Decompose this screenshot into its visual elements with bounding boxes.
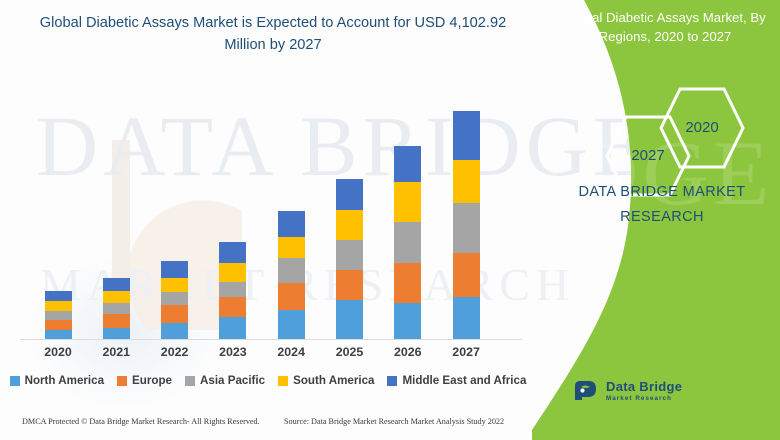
bar-2024[interactable]: [277, 211, 305, 339]
legend-item-north-america[interactable]: North America: [9, 374, 105, 387]
bar-segment-south-america[interactable]: [102, 291, 130, 303]
bar-segment-middle-east-and-africa[interactable]: [219, 242, 247, 263]
bar-segment-asia-pacific[interactable]: [219, 282, 247, 297]
bar-segment-asia-pacific[interactable]: [161, 292, 189, 305]
legend-swatch-icon: [387, 375, 398, 386]
bar-segment-south-america[interactable]: [219, 263, 247, 282]
legend-label: North America: [24, 374, 105, 387]
legend-label: Asia Pacific: [200, 374, 266, 387]
legend-swatch-icon: [278, 375, 289, 386]
legend-swatch-icon: [117, 375, 128, 386]
bar-segment-middle-east-and-africa[interactable]: [452, 111, 480, 160]
bar-segment-south-america[interactable]: [161, 278, 189, 292]
bar-2023[interactable]: [219, 242, 247, 339]
bar-segment-middle-east-and-africa[interactable]: [102, 278, 130, 291]
chart-legend: North America Europe Asia Pacific South Ame…: [0, 374, 536, 387]
bar-segment-europe[interactable]: [44, 320, 72, 330]
side-panel-title: Global Diabetic Assays Market, By Region…: [564, 10, 766, 44]
bar-segment-asia-pacific[interactable]: [277, 258, 305, 283]
chart-plot-area: [20, 70, 530, 339]
hexagon-2027: 2027: [604, 114, 692, 198]
x-axis-label-2021: 2021: [102, 345, 131, 359]
bar-segment-asia-pacific[interactable]: [394, 222, 422, 263]
x-axis-line: [20, 339, 522, 340]
brand-logo: Data Bridge Market Research: [572, 378, 682, 405]
bar-segment-europe[interactable]: [102, 314, 130, 328]
bar-2025[interactable]: [336, 179, 363, 339]
bar-segment-north-america[interactable]: [102, 328, 130, 339]
hexagon-group: 2020 2027: [582, 86, 762, 197]
bar-segment-europe[interactable]: [161, 305, 189, 323]
bar-segment-south-america[interactable]: [336, 210, 363, 240]
bar-segment-middle-east-and-africa[interactable]: [44, 291, 72, 301]
bar-segment-middle-east-and-africa[interactable]: [161, 261, 189, 278]
bar-segment-asia-pacific[interactable]: [452, 203, 480, 253]
x-axis-label-2027: 2027: [452, 345, 480, 359]
x-axis-labels: 2020 2021 2022 2023 2024 2025 2026 2027: [0, 345, 540, 365]
side-panel-watermark: RIDGE: [532, 122, 774, 224]
legend-item-europe[interactable]: Europe: [117, 374, 172, 387]
bar-segment-north-america[interactable]: [277, 310, 305, 339]
x-axis-label-2024: 2024: [277, 345, 305, 359]
bar-segment-asia-pacific[interactable]: [336, 240, 363, 270]
bar-segment-asia-pacific[interactable]: [102, 303, 130, 314]
x-axis-label-2025: 2025: [335, 345, 364, 359]
legend-swatch-icon: [9, 375, 20, 386]
bar-segment-europe[interactable]: [336, 270, 363, 300]
bar-segment-europe[interactable]: [452, 253, 480, 297]
side-panel: RIDGE Global Diabetic Assays Market, By …: [532, 0, 780, 440]
x-axis-label-2022: 2022: [160, 345, 189, 359]
page-title: Global Diabetic Assays Market is Expecte…: [39, 15, 507, 53]
x-axis-label-2020: 2020: [44, 345, 72, 359]
bar-segment-middle-east-and-africa[interactable]: [336, 179, 363, 210]
bar-2026[interactable]: [394, 146, 422, 339]
bar-segment-north-america[interactable]: [44, 330, 72, 339]
bridge-icon: [572, 378, 599, 405]
legend-swatch-icon: [185, 375, 195, 386]
bar-segment-south-america[interactable]: [452, 160, 480, 203]
footer-source: Source: Data Bridge Market Research Mark…: [284, 417, 505, 426]
bar-2027[interactable]: [452, 111, 480, 339]
x-axis-label-2023: 2023: [219, 345, 247, 359]
bar-segment-north-america[interactable]: [161, 323, 189, 339]
legend-item-south-america[interactable]: South America: [278, 374, 374, 387]
legend-label: South America: [293, 374, 375, 387]
stacked-bar-chart: 2020 2021 2022 2023 2024 2025 2026 2027: [0, 70, 540, 365]
bar-segment-south-america[interactable]: [44, 301, 72, 311]
brand-text: Data Bridge Market Research: [606, 380, 682, 402]
legend-item-middle-east-and-africa[interactable]: Middle East and Africa: [387, 374, 526, 387]
bar-segment-europe[interactable]: [277, 283, 305, 310]
footer: DMCA Protected © Data Bridge Market Rese…: [0, 414, 560, 434]
bar-segment-middle-east-and-africa[interactable]: [277, 211, 305, 237]
bar-segment-middle-east-and-africa[interactable]: [394, 146, 422, 182]
hexagon-2027-label: 2027: [631, 147, 665, 164]
legend-item-asia-pacific[interactable]: Asia Pacific: [185, 374, 265, 387]
bar-2020[interactable]: [44, 291, 72, 339]
hexagon-2020: 2020: [658, 86, 746, 170]
brand-subtitle: Market Research: [606, 395, 673, 403]
bar-segment-europe[interactable]: [394, 263, 422, 303]
bar-2021[interactable]: [102, 278, 130, 339]
bar-segment-asia-pacific[interactable]: [44, 311, 72, 320]
x-axis-label-2026: 2026: [394, 345, 422, 359]
brand-name: Data Bridge: [606, 379, 683, 395]
bar-segment-north-america[interactable]: [394, 303, 422, 339]
hexagon-2020-label: 2020: [685, 119, 719, 136]
bar-2022[interactable]: [161, 261, 189, 339]
bar-segment-south-america[interactable]: [394, 182, 422, 222]
legend-label: Middle East and Africa: [402, 374, 527, 387]
bar-segment-north-america[interactable]: [336, 300, 363, 339]
bar-segment-north-america[interactable]: [219, 317, 247, 339]
side-panel-company: DATA BRIDGE MARKET RESEARCH: [578, 184, 746, 225]
legend-label: Europe: [132, 374, 172, 387]
footer-copyright: DMCA Protected © Data Bridge Market Rese…: [22, 417, 260, 426]
bar-segment-europe[interactable]: [219, 297, 247, 317]
bar-segment-north-america[interactable]: [452, 297, 480, 339]
bar-segment-south-america[interactable]: [277, 237, 305, 258]
